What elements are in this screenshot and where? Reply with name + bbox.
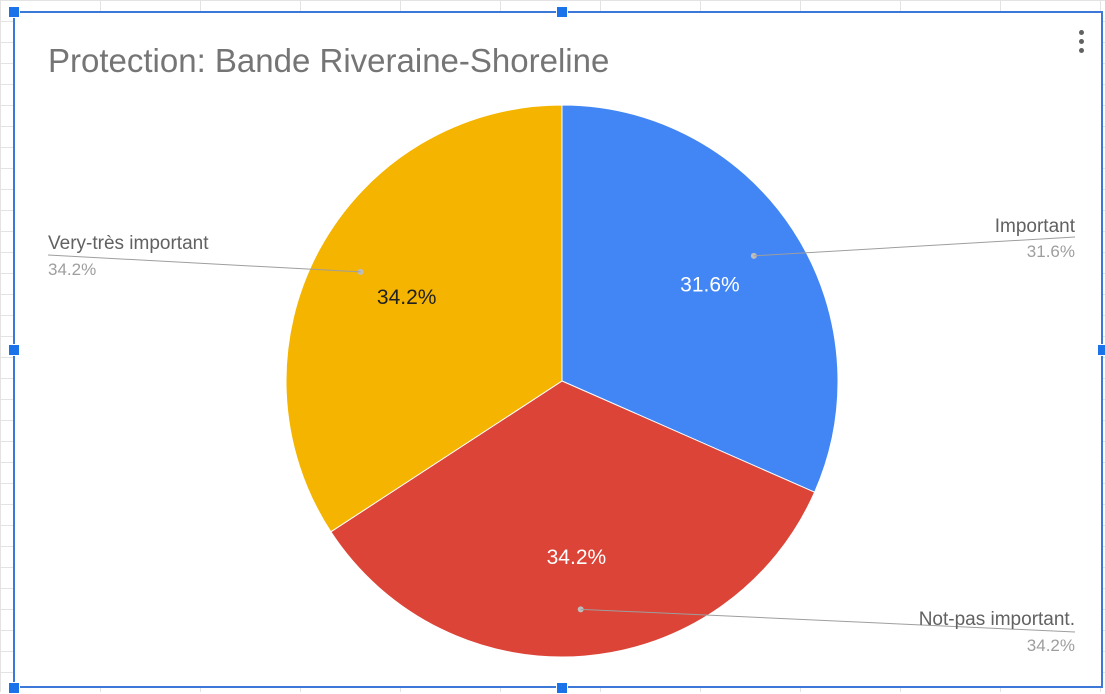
resize-handle-top-left[interactable] bbox=[8, 6, 20, 18]
leader-line bbox=[580, 608, 1076, 633]
chart-title: Protection: Bande Riveraine-Shoreline bbox=[48, 42, 610, 79]
slice-category-label: Important bbox=[995, 216, 1076, 237]
resize-handle-top[interactable] bbox=[556, 6, 568, 18]
leader-line bbox=[753, 236, 1076, 257]
slice-value-label: 34.2% bbox=[48, 260, 96, 279]
leader-line bbox=[47, 254, 361, 273]
more-vert-icon[interactable] bbox=[1073, 27, 1089, 61]
pie-slice-important[interactable] bbox=[561, 104, 839, 493]
slice-percent-label: 34.2% bbox=[377, 286, 437, 309]
slice-value-label: 31.6% bbox=[1027, 242, 1075, 261]
resize-handle-right[interactable] bbox=[1097, 344, 1105, 356]
pie-slice-very-tr-s-important[interactable] bbox=[285, 104, 563, 533]
slice-value-label: 34.2% bbox=[1027, 636, 1075, 655]
slice-category-label: Not-pas important. bbox=[919, 609, 1075, 630]
slice-percent-label: 34.2% bbox=[547, 546, 607, 569]
slice-category-label: Very-très important bbox=[48, 233, 209, 254]
resize-handle-left[interactable] bbox=[8, 344, 20, 356]
slice-percent-label: 31.6% bbox=[680, 273, 740, 296]
pie-slice-not-pas-important[interactable] bbox=[330, 380, 816, 658]
